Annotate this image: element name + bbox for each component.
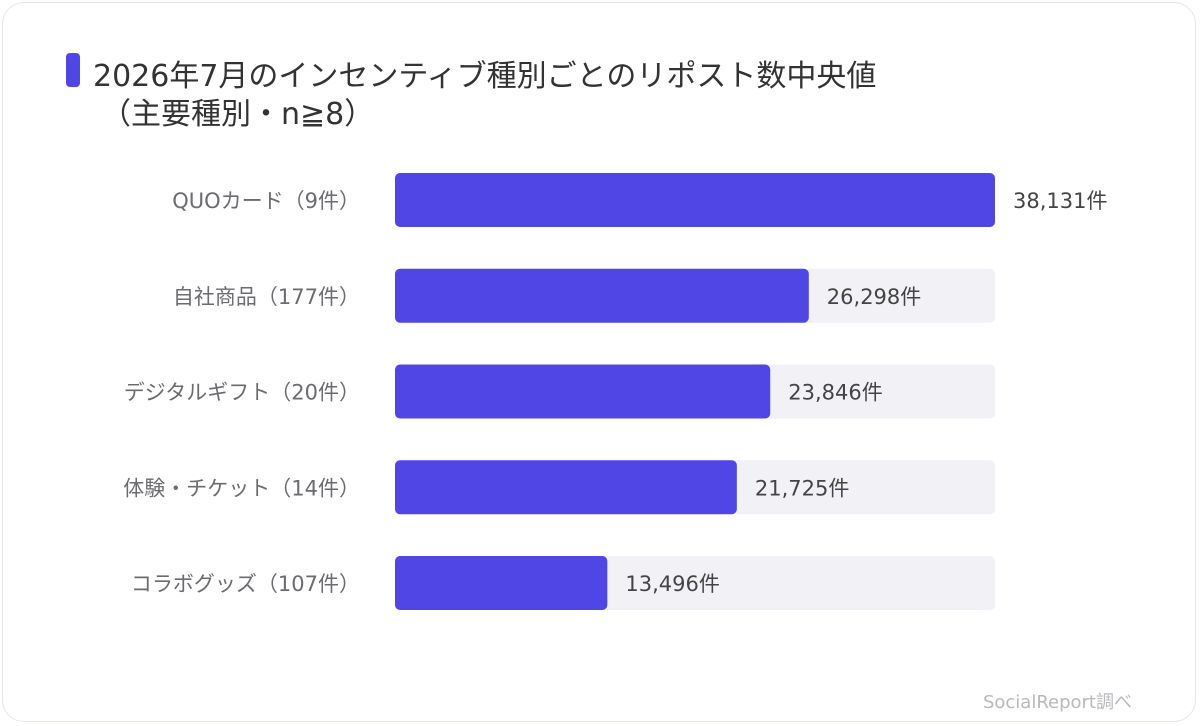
bar bbox=[395, 173, 995, 227]
value-label: 26,298件 bbox=[827, 285, 921, 309]
category-label: デジタルギフト（20件） bbox=[124, 381, 360, 405]
bar bbox=[395, 460, 737, 515]
category-label: QUOカード（9件） bbox=[172, 189, 360, 213]
value-label: 21,725件 bbox=[755, 476, 849, 500]
bar bbox=[395, 364, 771, 419]
bar bbox=[395, 556, 608, 610]
bar bbox=[395, 268, 809, 323]
value-label: 13,496件 bbox=[625, 572, 719, 596]
title-accent-bar bbox=[66, 53, 80, 87]
value-label: 23,846件 bbox=[788, 381, 882, 405]
category-label: 体験・チケット（14件） bbox=[123, 476, 360, 500]
value-label: 38,131件 bbox=[1013, 189, 1107, 213]
category-label: コラボグッズ（107件） bbox=[131, 572, 360, 596]
category-label: 自社商品（177件） bbox=[173, 285, 360, 309]
chart-title: 2026年7月のインセンティブ種別ごとのリポスト数中央値 bbox=[93, 59, 877, 94]
chart-subtitle: （主要種別・n≧8） bbox=[101, 97, 375, 132]
source-note: SocialReport調べ bbox=[982, 692, 1132, 713]
